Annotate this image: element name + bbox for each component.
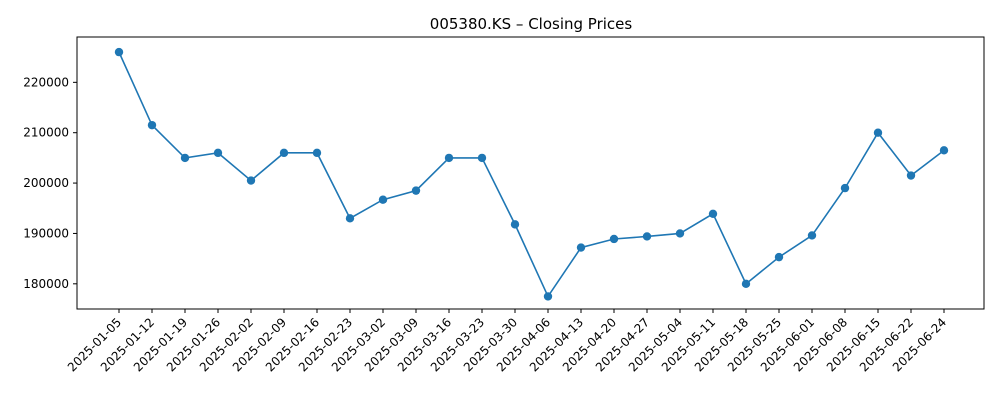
- data-point: [477, 153, 487, 163]
- data-point: [444, 153, 454, 163]
- data-point: [543, 292, 553, 301]
- y-tick-label: 190000: [23, 226, 69, 240]
- y-axis: 180000 190000 200000 210000 220000: [23, 75, 77, 291]
- data-point: [411, 186, 421, 195]
- series-line: [118, 51, 945, 299]
- data-point: [873, 128, 883, 137]
- data-point: [378, 195, 388, 204]
- y-tick-label: 180000: [23, 277, 69, 291]
- data-point: [807, 231, 817, 240]
- x-axis: 2025-01-052025-01-122025-01-192025-01-26…: [65, 309, 949, 374]
- data-point: [741, 279, 751, 289]
- series-layer: [114, 47, 949, 301]
- data-point: [180, 153, 190, 163]
- data-point: [939, 146, 949, 155]
- data-point: [114, 47, 124, 57]
- data-point: [906, 171, 916, 180]
- data-point: [642, 232, 652, 241]
- data-point: [246, 176, 256, 185]
- data-point: [345, 214, 355, 223]
- data-point: [312, 148, 322, 158]
- data-point: [708, 209, 718, 218]
- data-point: [675, 229, 685, 238]
- data-point: [840, 183, 850, 193]
- data-point: [609, 234, 619, 244]
- data-point: [147, 120, 157, 130]
- y-tick-label: 220000: [23, 75, 69, 89]
- data-point: [576, 243, 586, 252]
- data-point: [213, 148, 223, 158]
- plot-area: [76, 36, 985, 310]
- y-tick-label: 200000: [23, 176, 69, 190]
- chart-title: 005380.KS – Closing Prices: [430, 15, 633, 33]
- data-point: [774, 252, 784, 262]
- y-tick-label: 210000: [23, 126, 69, 140]
- data-point: [279, 148, 289, 158]
- data-point: [510, 220, 520, 229]
